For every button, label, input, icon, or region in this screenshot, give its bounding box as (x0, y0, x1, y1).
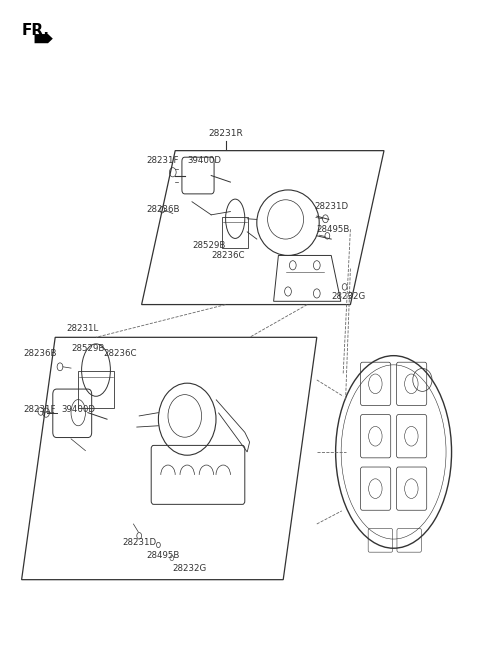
Text: 28529B: 28529B (192, 241, 226, 250)
Text: 28232G: 28232G (173, 564, 207, 573)
Text: 28231F: 28231F (23, 405, 56, 414)
Text: 28231L: 28231L (66, 324, 98, 333)
Text: 28495B: 28495B (146, 551, 180, 560)
Polygon shape (35, 34, 53, 43)
Text: 28236C: 28236C (211, 251, 245, 260)
Text: 28232G: 28232G (331, 291, 365, 301)
Text: 28231R: 28231R (208, 128, 243, 138)
Text: 39400D: 39400D (61, 405, 96, 414)
Text: 28231F: 28231F (146, 156, 179, 165)
Text: FR.: FR. (22, 23, 49, 38)
Text: 28495B: 28495B (317, 225, 350, 234)
Text: 28236C: 28236C (103, 349, 137, 358)
Text: 28231D: 28231D (314, 202, 348, 211)
Text: 28236B: 28236B (23, 349, 57, 358)
Text: 28231D: 28231D (122, 538, 156, 547)
Text: 28529B: 28529B (71, 344, 105, 353)
Text: 39400D: 39400D (187, 156, 221, 165)
Text: 28236B: 28236B (146, 205, 180, 214)
